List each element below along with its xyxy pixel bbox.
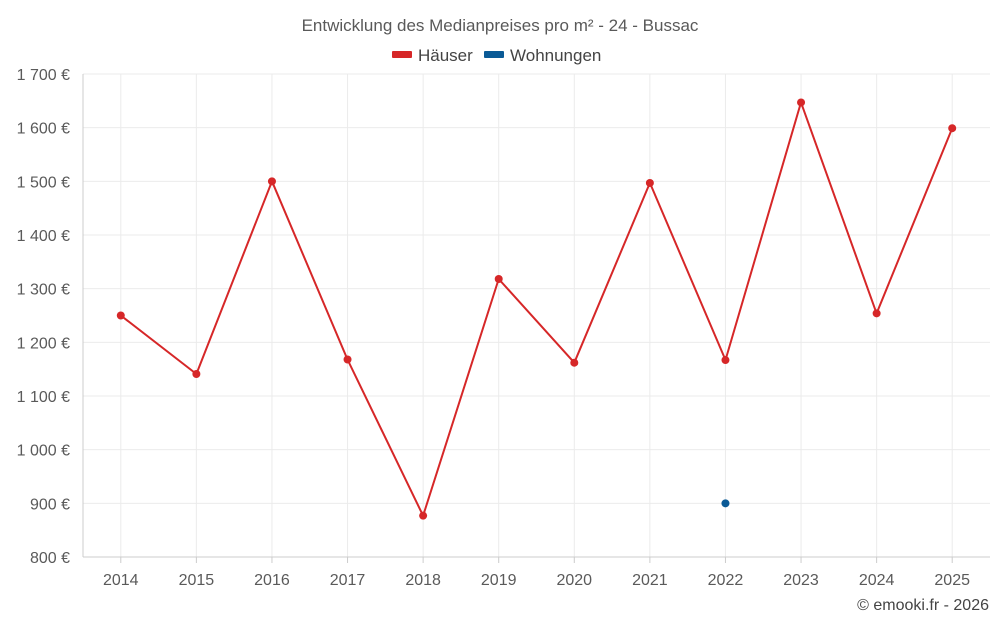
data-point-haeuser[interactable] (570, 358, 579, 367)
x-tick-label: 2024 (859, 572, 895, 589)
x-tick-label: 2018 (405, 572, 441, 589)
data-point-haeuser[interactable] (721, 356, 730, 365)
x-tick-label: 2015 (179, 572, 215, 589)
y-tick-label: 1 100 € (17, 389, 70, 406)
data-point-haeuser[interactable] (192, 369, 201, 378)
y-tick-label: 1 400 € (17, 228, 70, 245)
series-layer (116, 98, 957, 520)
x-tick-label: 2025 (934, 572, 970, 589)
x-tick-label: 2016 (254, 572, 290, 589)
x-axis: 2014 2015 2016 2017 2018 2019 2020 2021 2022 2023… (82, 74, 990, 589)
y-tick-label: 1 500 € (17, 174, 70, 191)
y-tick-label: 900 € (30, 496, 70, 513)
data-point-haeuser[interactable] (267, 177, 276, 186)
y-axis: 800 € 900 € 1 000 € 1 100 € 1 200 € 1 300 € 1 … (17, 67, 70, 567)
data-point-haeuser[interactable] (872, 309, 881, 318)
y-tick-label: 1 600 € (17, 121, 70, 138)
data-point-wohnungen[interactable] (721, 499, 730, 508)
credit-text: © emooki.fr - 2026 (857, 597, 989, 614)
y-tick-label: 1 200 € (17, 335, 70, 352)
x-tick-label: 2017 (330, 572, 366, 589)
grid (83, 73, 990, 557)
y-tick-label: 1 700 € (17, 67, 70, 84)
legend: Häuser Wohnungen (392, 46, 601, 65)
x-tick-label: 2022 (708, 572, 744, 589)
legend-label-haeuser: Häuser (418, 46, 473, 65)
chart-title: Entwicklung des Medianpreises pro m² - 2… (302, 16, 699, 35)
data-point-haeuser[interactable] (645, 178, 654, 187)
legend-item-haeuser[interactable]: Häuser (392, 46, 473, 65)
x-tick-label: 2020 (556, 572, 592, 589)
x-tick-label: 2019 (481, 572, 517, 589)
legend-item-wohnungen[interactable]: Wohnungen (484, 46, 601, 65)
data-point-haeuser[interactable] (797, 98, 806, 107)
series-line-haeuser (120, 101, 954, 517)
y-tick-label: 1 300 € (17, 282, 70, 299)
data-point-haeuser[interactable] (419, 511, 428, 520)
y-tick-label: 1 000 € (17, 443, 70, 460)
y-tick-label: 800 € (30, 550, 70, 567)
data-point-haeuser[interactable] (494, 275, 503, 284)
data-point-haeuser[interactable] (343, 355, 352, 364)
legend-swatch-wohnungen (484, 51, 504, 58)
data-point-haeuser[interactable] (116, 311, 125, 320)
x-tick-label: 2023 (783, 572, 819, 589)
x-tick-label: 2021 (632, 572, 668, 589)
legend-label-wohnungen: Wohnungen (510, 46, 601, 65)
x-tick-label: 2014 (103, 572, 139, 589)
data-point-haeuser[interactable] (948, 124, 957, 133)
legend-swatch-haeuser (392, 51, 412, 58)
